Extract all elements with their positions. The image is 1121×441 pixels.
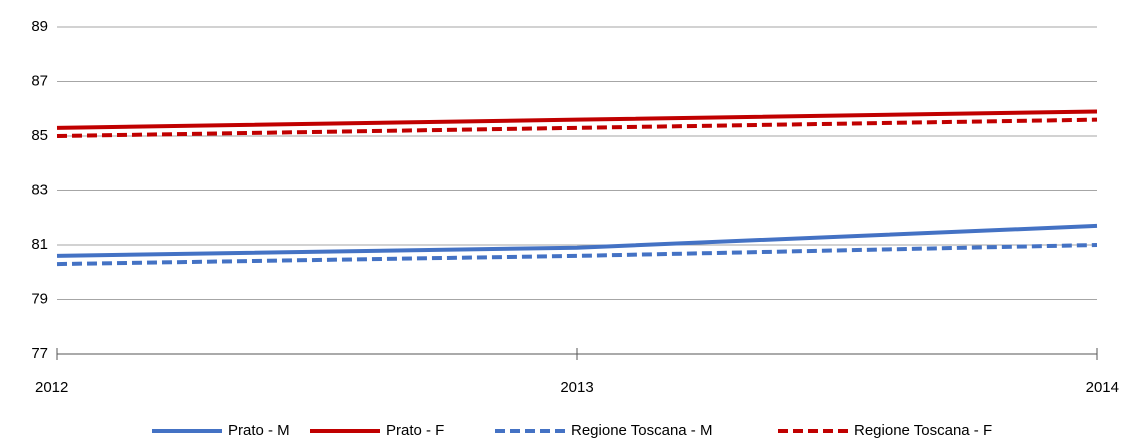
y-tick-label: 77 [31, 345, 48, 362]
x-tick-label: 2014 [1086, 379, 1119, 396]
y-tick-label: 89 [31, 18, 48, 35]
legend-label: Prato - F [386, 422, 444, 439]
y-tick-label: 83 [31, 181, 48, 198]
series-line [56, 109, 1098, 130]
series-line [56, 117, 1098, 138]
y-tick-label: 87 [31, 72, 48, 89]
series-line [56, 243, 1098, 267]
x-tick-label: 2013 [560, 379, 593, 396]
series-line [56, 223, 1098, 258]
x-tick-label: 2012 [35, 379, 68, 396]
legend-label: Prato - M [228, 422, 290, 439]
y-tick-label: 85 [31, 127, 48, 144]
y-tick-label: 79 [31, 290, 48, 307]
y-tick-label: 81 [31, 236, 48, 253]
legend-label: Regione Toscana - M [571, 422, 712, 439]
legend-label: Regione Toscana - F [854, 422, 992, 439]
